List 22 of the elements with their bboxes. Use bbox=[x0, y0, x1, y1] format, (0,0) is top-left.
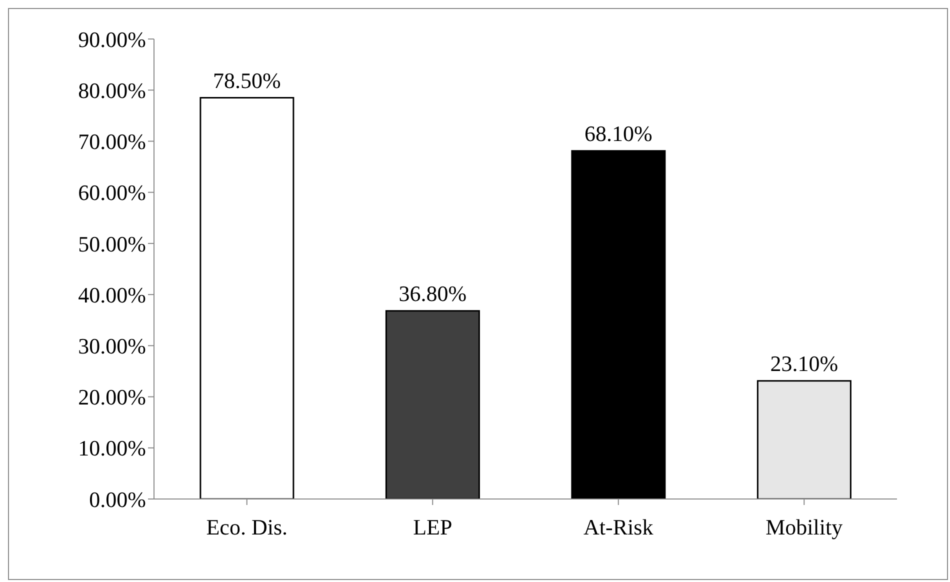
bar bbox=[571, 150, 666, 499]
y-tick-label: 40.00% bbox=[78, 282, 146, 308]
bar bbox=[200, 97, 294, 499]
x-tick-label: Mobility bbox=[766, 514, 843, 540]
y-tick-label: 50.00% bbox=[78, 231, 146, 256]
y-tick-label: 0.00% bbox=[89, 486, 146, 512]
y-tick-label: 10.00% bbox=[78, 436, 146, 461]
bar bbox=[756, 380, 852, 499]
x-tick-label: LEP bbox=[413, 514, 452, 540]
x-tick-label: Eco. Dis. bbox=[206, 514, 288, 540]
bar bbox=[385, 310, 480, 499]
y-tick-label: 30.00% bbox=[78, 333, 146, 358]
y-tick-label: 20.00% bbox=[78, 384, 146, 410]
data-label: 23.10% bbox=[770, 350, 838, 376]
data-label: 36.80% bbox=[398, 280, 467, 306]
y-tick-label: 80.00% bbox=[78, 78, 146, 103]
y-tick-label: 60.00% bbox=[78, 180, 146, 206]
x-tick-label: At-Risk bbox=[584, 514, 654, 540]
y-tick-label: 70.00% bbox=[78, 129, 146, 154]
y-tick-label: 90.00% bbox=[78, 26, 146, 52]
data-label: 78.50% bbox=[213, 68, 281, 93]
data-label: 68.10% bbox=[584, 120, 652, 146]
